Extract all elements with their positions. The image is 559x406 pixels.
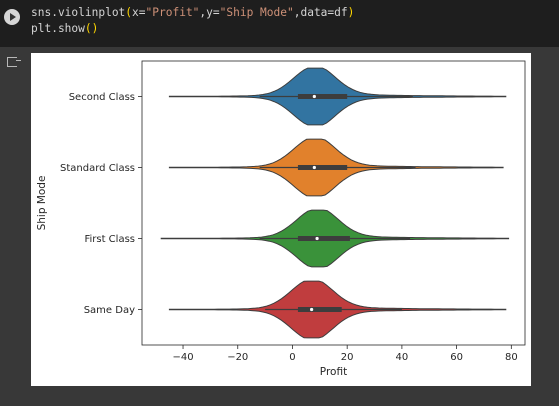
x-tick-label: 40 [396,352,409,363]
plot-image: Second Class Standard Class First Class Sam… [31,53,531,386]
x-axis-label: Profit [320,366,347,378]
y-tick-label: Same Day [84,305,135,316]
output-arrow-icon[interactable] [7,57,21,67]
code-arg-data: ,data=df [293,6,348,19]
violin-iqr-box [297,165,348,170]
y-axis-label: Ship Mode [36,176,48,231]
code-parens: () [84,21,99,35]
code-cell[interactable]: sns.violinplot(x="Profit",y="Ship Mode",… [0,0,559,47]
x-tick-label: 20 [341,352,354,363]
violin-iqr-box [297,236,350,241]
code-editor[interactable]: sns.violinplot(x="Profit",y="Ship Mode",… [31,5,354,36]
y-tick-label: Standard Class [60,163,135,174]
x-tick-label: −20 [227,352,248,363]
violin-median-dot [312,94,316,99]
code-arg-y: ,y= [199,6,220,19]
x-tick-label: 80 [505,352,518,363]
code-paren-open: ( [125,6,133,19]
violin-median-dot [310,307,314,312]
y-tick-label: First Class [84,234,135,245]
code-fn-violinplot: sns.violinplot [31,6,126,19]
x-tick-label: 60 [450,352,463,363]
x-tick-label: 0 [289,352,295,363]
violin-chart: Second Class Standard Class First Class Sam… [36,60,526,378]
violin-iqr-box [297,307,342,312]
violin-median-dot [315,236,319,241]
code-str-profit: "Profit" [145,6,200,19]
code-arg-x: x= [132,6,146,19]
y-tick-label: Second Class [69,92,135,103]
code-fn-show: plt.show [31,21,85,35]
play-circle-icon[interactable] [4,9,20,25]
violin-median-dot [312,165,316,170]
code-paren-close: ) [347,6,355,19]
code-str-shipmode: "Ship Mode" [219,6,294,19]
cell-output: Second Class Standard Class First Class Sam… [0,47,559,406]
x-tick-label: −40 [172,352,193,363]
violin-iqr-box [297,94,348,99]
